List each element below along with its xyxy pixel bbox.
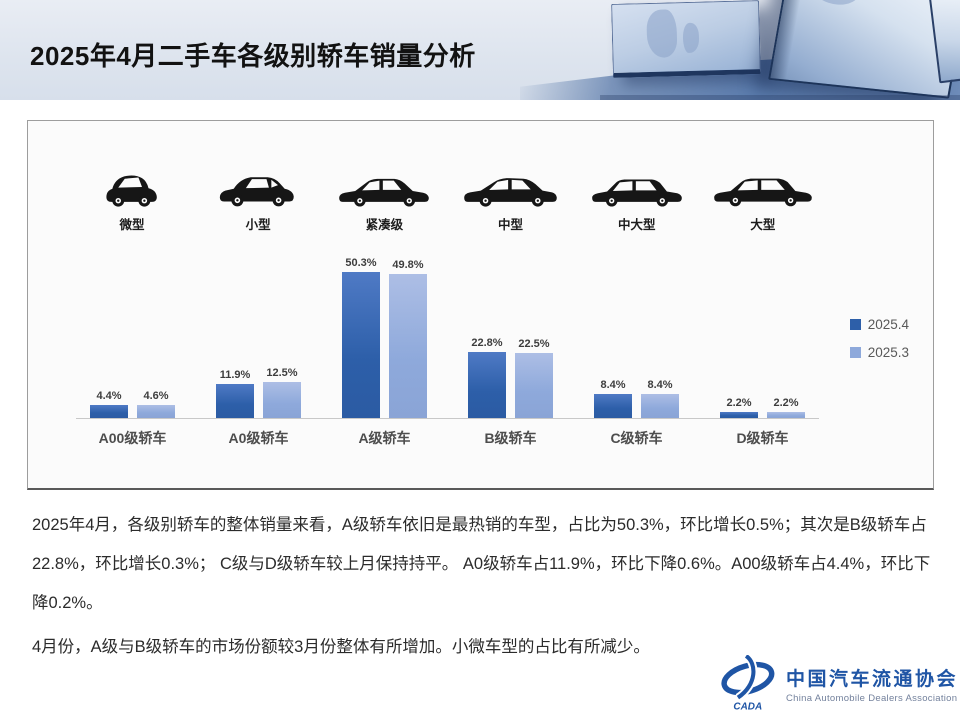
vehicle-type-label: 中大型 [617, 218, 656, 232]
bar-value-label: 8.4% [600, 378, 626, 391]
bar-2025-4 [90, 405, 128, 418]
legend-item-2025-4: 2025.4 [849, 317, 909, 332]
large-sedan-icon [714, 179, 812, 207]
bar-value-label: 2.2% [726, 396, 752, 409]
bar-column: 50.3% [342, 257, 380, 418]
bar-column: 22.8% [468, 337, 506, 418]
bar-column: 4.4% [90, 390, 128, 418]
bar-2025-4 [594, 393, 632, 418]
slide-title: 2025年4月二手车各级别轿车销量分析 [30, 41, 476, 71]
analysis-paragraph-2: 4月份，A级与B级轿车的市场份额较3月份整体有所增加。小微车型的占比有所减少。 [32, 638, 650, 656]
bar-value-label: 12.5% [266, 366, 298, 379]
bar-value-label: 50.3% [345, 257, 377, 270]
bar-2025-4 [216, 383, 254, 418]
chart-panel: 微型 小型 紧凑级 中型 中大型 大型 4.4% 4.6% A00级轿车 11.9% 12.5% A… [27, 120, 934, 490]
bar-2025-4 [342, 272, 380, 418]
bar-2025-3 [389, 273, 427, 418]
vehicle-type-label: 中型 [498, 218, 524, 232]
association-name-en: China Automobile Dealers Association [786, 693, 958, 704]
bar-value-label: 11.9% [219, 368, 251, 381]
category-label: A级轿车 [358, 430, 411, 446]
bar-value-label: 49.8% [392, 258, 424, 271]
map-texture [682, 22, 700, 54]
analysis-text: 2025年4月，各级别轿车的整体销量来看，A级轿车依旧是最热销的车型，占比为50… [32, 506, 934, 667]
bar-2025-4 [468, 351, 506, 418]
bar-2025-3 [641, 393, 679, 418]
bar-value-label: 4.4% [96, 390, 122, 403]
bar-group-4: 8.4% 8.4% C级轿车 [594, 247, 679, 446]
analysis-paragraph-1: 2025年4月，各级别轿车的整体销量来看，A级轿车依旧是最热销的车型，占比为50… [32, 516, 931, 612]
bar-2025-3 [137, 404, 175, 418]
bar-chart: 4.4% 4.6% A00级轿车 11.9% 12.5% A0级轿车 50.3% 49.8% A… [76, 247, 819, 446]
association-name-cn: 中国汽车流通协会 [786, 669, 959, 690]
cada-logo-icon: CADA [721, 655, 775, 712]
bar-group-2: 50.3% 49.8% A级轿车 [342, 247, 427, 446]
bar-group-0: 4.4% 4.6% A00级轿车 [90, 247, 175, 446]
vehicle-type-5: 大型 [711, 141, 815, 233]
map-texture [814, 0, 863, 7]
vehicle-type-0: 微型 [80, 141, 184, 233]
bar-column: 4.6% [137, 390, 175, 418]
category-label: D级轿车 [736, 430, 789, 446]
bar-value-label: 4.6% [143, 389, 169, 402]
bar-column: 11.9% [216, 368, 254, 418]
mid-large-sedan-icon [591, 179, 682, 207]
category-label: A00级轿车 [98, 430, 167, 446]
bar-value-label: 2.2% [773, 396, 799, 409]
vehicle-type-4: 中大型 [585, 141, 689, 233]
compact-sedan-icon [339, 179, 430, 207]
association-name: 中国汽车流通协会 China Automobile Dealers Associ… [786, 664, 958, 704]
bar-column: 8.4% [594, 379, 632, 418]
vehicle-type-label: 大型 [750, 218, 776, 232]
vehicle-type-2: 紧凑级 [332, 141, 436, 233]
vehicle-icons-row: 微型 小型 紧凑级 中型 中大型 大型 [80, 141, 815, 233]
chart-legend: 2025.4 2025.3 [849, 317, 909, 360]
category-label: B级轿车 [484, 430, 537, 446]
vehicle-type-3: 中型 [459, 141, 563, 233]
svg-text:CADA: CADA [733, 701, 762, 712]
bar-2025-3 [263, 381, 301, 418]
micro-car-icon [105, 175, 157, 207]
hatchback-icon [220, 177, 294, 207]
legend-label: 2025.4 [867, 317, 909, 332]
bar-column: 49.8% [389, 259, 427, 418]
bar-column: 12.5% [263, 367, 301, 418]
midsize-sedan-icon [464, 178, 557, 207]
vehicle-type-label: 小型 [245, 218, 271, 232]
bar-value-label: 8.4% [647, 378, 673, 391]
bar-2025-3 [767, 411, 805, 418]
legend-item-2025-3: 2025.3 [849, 345, 909, 360]
legend-swatch [849, 347, 861, 358]
bar-group-1: 11.9% 12.5% A0级轿车 [216, 247, 301, 446]
bar-group-5: 2.2% 2.2% D级轿车 [720, 247, 805, 446]
legend-label: 2025.3 [867, 345, 909, 360]
association-logo: CADA 中国汽车流通协会 China Automobile Dealers A… [718, 655, 958, 713]
map-texture [646, 9, 678, 59]
bar-value-label: 22.8% [471, 336, 503, 349]
bar-column: 2.2% [767, 397, 805, 418]
bar-value-label: 22.5% [518, 337, 550, 350]
bar-group-3: 22.8% 22.5% B级轿车 [468, 247, 553, 446]
legend-swatch [849, 319, 861, 330]
bar-column: 2.2% [720, 397, 758, 418]
slide-header: 2025年4月二手车各级别轿车销量分析 [0, 0, 960, 100]
category-label: A0级轿车 [228, 430, 289, 446]
category-label: C级轿车 [610, 430, 663, 446]
vehicle-type-label: 微型 [119, 218, 145, 232]
vehicle-type-label: 紧凑级 [365, 218, 404, 232]
bar-2025-3 [515, 352, 553, 418]
vehicle-type-1: 小型 [206, 141, 310, 233]
bar-2025-4 [720, 411, 758, 418]
header-floor-edge [600, 95, 960, 100]
bar-column: 8.4% [641, 379, 679, 418]
cube-decoration [611, 0, 761, 78]
bar-column: 22.5% [515, 338, 553, 418]
